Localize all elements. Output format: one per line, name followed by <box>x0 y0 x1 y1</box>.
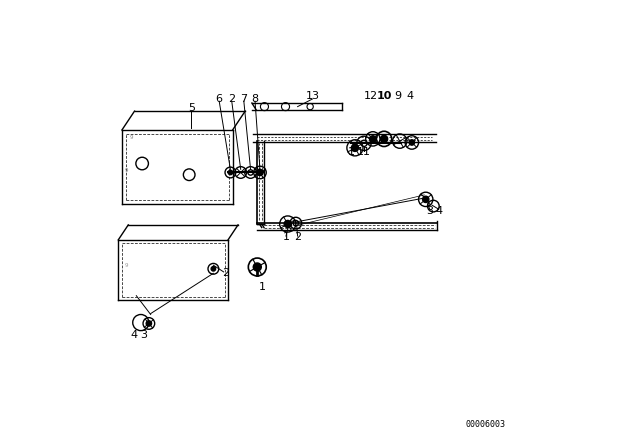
Text: 2: 2 <box>228 94 236 103</box>
Text: 9: 9 <box>125 263 128 267</box>
Circle shape <box>257 169 263 176</box>
Text: 12: 12 <box>364 91 378 101</box>
Text: 4: 4 <box>131 330 138 340</box>
Text: 11: 11 <box>357 147 371 157</box>
Circle shape <box>409 140 415 145</box>
Text: 9: 9 <box>125 168 128 173</box>
Text: 6: 6 <box>216 94 223 103</box>
Circle shape <box>146 321 152 326</box>
Text: 00006003: 00006003 <box>466 420 506 429</box>
Circle shape <box>211 267 216 271</box>
Circle shape <box>253 263 261 271</box>
Circle shape <box>284 220 291 228</box>
Text: 1: 1 <box>282 233 289 242</box>
Text: 1: 1 <box>348 147 355 157</box>
Text: 3: 3 <box>426 206 433 215</box>
Text: 7: 7 <box>240 94 248 103</box>
Circle shape <box>351 144 358 151</box>
Circle shape <box>228 170 233 175</box>
Text: 8: 8 <box>252 94 259 103</box>
Text: 4: 4 <box>435 206 442 215</box>
Text: 4: 4 <box>406 91 413 101</box>
Text: 9: 9 <box>394 91 401 101</box>
Circle shape <box>422 196 429 202</box>
Text: 2: 2 <box>294 233 301 242</box>
Text: 13: 13 <box>305 91 319 101</box>
Text: 5: 5 <box>188 103 195 112</box>
Text: 10: 10 <box>376 91 392 101</box>
Circle shape <box>370 136 376 142</box>
Text: 3: 3 <box>140 330 147 340</box>
Text: 9: 9 <box>129 135 132 140</box>
Circle shape <box>380 135 388 142</box>
Text: 2: 2 <box>222 268 230 278</box>
Text: 1: 1 <box>259 282 266 292</box>
